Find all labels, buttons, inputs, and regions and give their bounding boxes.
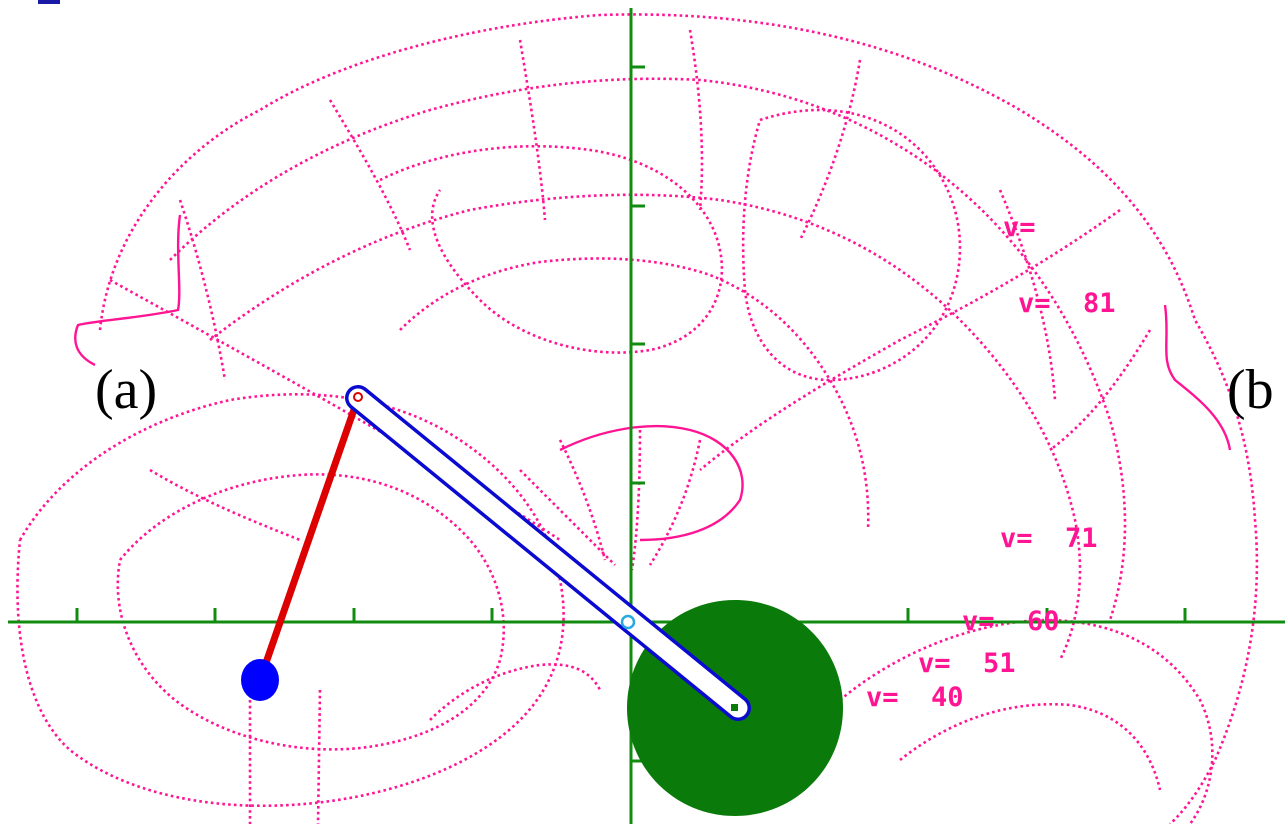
contour-label-40: v= 40 [866, 682, 964, 713]
contour-center-loop [559, 424, 744, 542]
contour-left-notch [74, 214, 182, 367]
panel-label-a: (a) [95, 359, 157, 421]
contour-label-71: v= 71 [1000, 523, 1098, 554]
contour-label-top: v= [1003, 212, 1036, 243]
contour-center-fan [519, 429, 702, 571]
contour-right-lower [839, 618, 1214, 824]
contour-left-stem-2 [316, 689, 322, 824]
contour-upper-inner [169, 77, 1127, 621]
contour-right-web [998, 189, 1152, 452]
contour-label-51: v= 51 [918, 648, 1016, 679]
contour-label-81: v= 81 [1018, 288, 1116, 319]
contour-loop-right [741, 108, 962, 382]
contour-loop-upper [379, 144, 724, 354]
contour-value-labels: v= v= 81 v= 71 v= 60 v= 51 v= 40 [866, 212, 1116, 713]
pivot-joint [620, 614, 636, 630]
contour-right-notch [1163, 304, 1232, 451]
contour-lower-left-lobe [16, 392, 565, 808]
contour-left-web [149, 199, 301, 542]
corner-mark [38, 0, 60, 4]
elbow-joint [353, 392, 363, 402]
upper-arm-fill [348, 388, 748, 718]
contour-bottom-left-arc [429, 663, 602, 721]
panel-label-b: (b [1227, 359, 1274, 421]
contour-label-60: v= 60 [962, 606, 1060, 637]
lower-arm [256, 394, 362, 684]
contour-top-web [328, 29, 862, 251]
end-joint [731, 704, 738, 711]
contour-diagonal-2 [699, 208, 1121, 471]
contour-middle-arc [209, 193, 1082, 661]
contour-curves [16, 13, 1259, 824]
contour-inner-arc [399, 257, 870, 531]
end-ball [241, 659, 279, 701]
contour-right-lower-inner [899, 703, 1162, 791]
contour-lower-left-inner [116, 473, 506, 751]
